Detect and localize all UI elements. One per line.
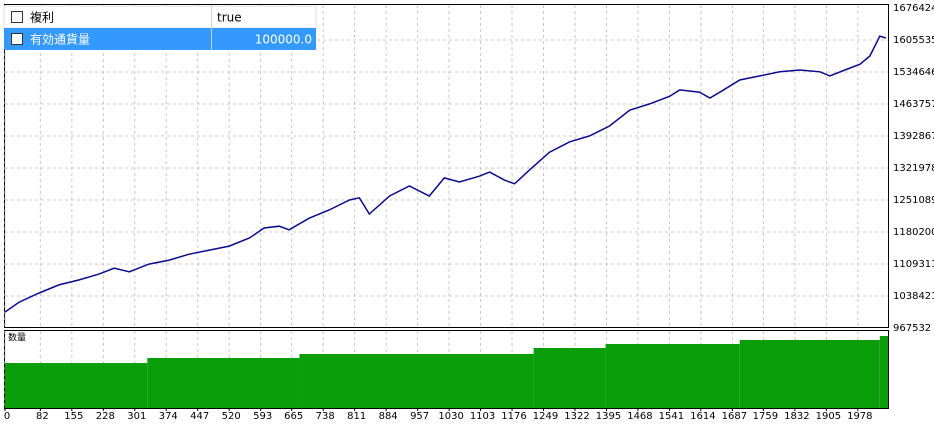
checkbox[interactable] [11, 11, 23, 23]
x-tick-label: 1468 [627, 411, 652, 422]
volume-bar [739, 340, 880, 408]
x-tick-label: 0 [4, 411, 10, 422]
volume-bar [5, 363, 148, 408]
y-tick-label: 1605535 [893, 35, 934, 46]
volume-bar [605, 344, 740, 408]
volume-title: 数量 [8, 332, 26, 344]
volume-bar [299, 354, 534, 408]
x-tick-label: 1541 [659, 411, 684, 422]
x-tick-label: 1103 [470, 411, 495, 422]
equity-line [4, 35, 887, 313]
param-name: 有効通貨量 [30, 32, 90, 47]
labels: 1676424 1605535 1534646 1463757 1392867 13219… [4, 3, 934, 422]
y-tick-label: 1392867 [893, 131, 934, 142]
param-value: 100000.0 [255, 33, 312, 47]
x-tick-label: 1687 [722, 411, 747, 422]
x-tick-label: 228 [96, 411, 115, 422]
x-tick-label: 1614 [690, 411, 715, 422]
x-tick-label: 1322 [564, 411, 589, 422]
param-value: true [217, 11, 242, 25]
main-frame [4, 4, 889, 328]
x-tick-label: 1249 [533, 411, 558, 422]
table-row-selected[interactable] [4, 28, 316, 50]
x-tick-label: 82 [36, 411, 49, 422]
volume-bar [879, 336, 888, 408]
marks [4, 35, 888, 408]
x-tick-label: 301 [127, 411, 146, 422]
x-tick-label: 520 [222, 411, 241, 422]
x-tick-label: 957 [410, 411, 429, 422]
y-tick-label: 1321978 [893, 163, 934, 174]
y-tick-label: 1038421 [893, 291, 934, 302]
y-tick-label: 967532 [893, 323, 931, 334]
x-tick-label: 155 [64, 411, 83, 422]
y-tick-label: 1463757 [893, 99, 934, 110]
x-tick-label: 665 [284, 411, 303, 422]
y-tick-label: 1534646 [893, 67, 934, 78]
x-tick-label: 447 [190, 411, 209, 422]
settings-table: 複利 true 有効通貨量 100000.0 [3, 5, 317, 50]
checkbox[interactable] [11, 33, 23, 45]
x-tick-label: 1905 [816, 411, 841, 422]
x-tick-label: 1759 [753, 411, 778, 422]
y-tick-label: 1109311 [893, 259, 934, 270]
y-tick-label: 1180200 [893, 227, 934, 238]
x-tick-label: 374 [159, 411, 178, 422]
y-tick-label: 1251089 [893, 195, 934, 206]
param-name: 複利 [30, 10, 54, 25]
y-tick-label: 1676424 [893, 3, 934, 14]
x-tick-label: 1978 [847, 411, 872, 422]
x-tick-label: 811 [347, 411, 366, 422]
x-tick-label: 884 [379, 411, 398, 422]
x-tick-label: 1395 [596, 411, 621, 422]
x-tick-label: 1030 [438, 411, 463, 422]
volume-bar [147, 358, 300, 408]
x-tick-label: 738 [316, 411, 335, 422]
x-tick-label: 1832 [784, 411, 809, 422]
x-tick-label: 593 [253, 411, 272, 422]
x-tick-label: 1176 [501, 411, 526, 422]
volume-bar [533, 348, 606, 408]
